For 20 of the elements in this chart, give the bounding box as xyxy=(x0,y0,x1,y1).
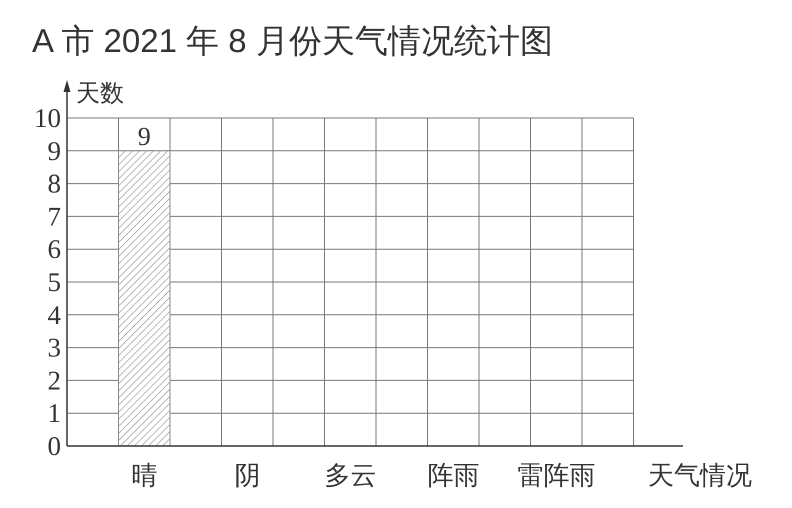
x-tick-label: 多云 xyxy=(324,461,376,490)
y-tick-label: 1 xyxy=(48,398,61,428)
y-tick-label: 5 xyxy=(48,267,61,297)
y-tick-label: 0 xyxy=(48,431,61,461)
y-tick-label: 7 xyxy=(48,201,61,232)
y-tick-label: 8 xyxy=(48,168,61,199)
y-tick-label: 6 xyxy=(48,234,61,264)
x-tick-label: 阴 xyxy=(234,461,260,490)
y-tick-label: 9 xyxy=(48,136,61,166)
x-axis-title: 天气情况 xyxy=(648,461,752,490)
y-axis-title: 天数 xyxy=(76,81,124,107)
y-tick-label: 2 xyxy=(48,365,61,396)
chart-title: A 市 2021 年 8 月份天气情况统计图 xyxy=(32,22,553,59)
data-label: 9 xyxy=(138,122,151,151)
x-tick-label: 晴 xyxy=(131,461,158,490)
y-tick-label: 3 xyxy=(48,332,61,363)
x-tick-label: 雷阵雨 xyxy=(517,461,596,490)
y-tick-label: 4 xyxy=(48,300,62,330)
x-tick-label: 阵雨 xyxy=(427,461,480,490)
y-tick-label: 10 xyxy=(34,103,61,133)
